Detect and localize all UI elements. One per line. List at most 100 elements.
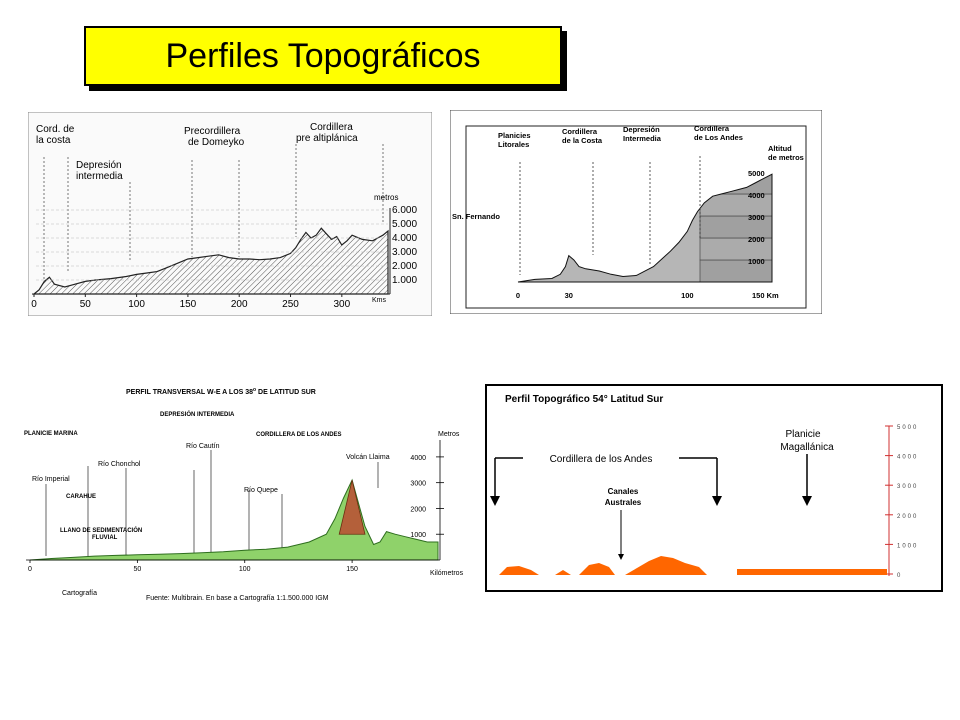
label-volcan: Volcán Llaima xyxy=(346,454,390,461)
label-metros: metros xyxy=(374,193,398,202)
x-tick-label: 150 xyxy=(180,299,197,310)
label-san-fernando: Sn. Fernando xyxy=(452,212,500,221)
x-tick-label: 0 xyxy=(516,291,520,300)
label-cord-costa-2: de la Costa xyxy=(562,136,603,145)
label-planicie: PLANICIE MARINA xyxy=(24,431,78,437)
profile-area xyxy=(517,173,773,283)
y-tick-label: 0 xyxy=(897,573,902,579)
marker-lines xyxy=(45,450,379,556)
label-rio-chanchol: Río Chonchol xyxy=(98,461,141,468)
y-tick-label: 3000 xyxy=(410,481,426,488)
y-tick-label: 5000 xyxy=(897,425,918,431)
label-cord-andes-1: Cordillera xyxy=(694,124,730,133)
profile-chart-2: Planicies Litorales Cordillera de la Cos… xyxy=(450,110,822,314)
x-tick-label: 250 xyxy=(282,299,299,310)
panel-title: Perfil Topográfico 54° Latitud Sur xyxy=(505,394,663,405)
label-planicies-2: Litorales xyxy=(498,140,529,149)
profile-chart-3: PERFIL TRANSVERSAL W-E A LOS 38o DE LATI… xyxy=(20,378,472,606)
label-cordillera: Cordillera de los Andes xyxy=(550,454,653,465)
left-arrowhead xyxy=(490,496,500,506)
profile-panel-san-fernando: Planicies Litorales Cordillera de la Cos… xyxy=(450,110,822,314)
profile-chart-4: Perfil Topográfico 54° Latitud Sur 5000 4… xyxy=(485,384,943,592)
label-planicie-2: Magallánica xyxy=(780,442,834,453)
label-cordillera: CORDILLERA DE LOS ANDES xyxy=(256,432,342,438)
x-tick-label: 150 xyxy=(346,566,358,573)
y-tick-label: 4000 xyxy=(410,455,426,462)
y-tick-labels: 4000 3000 2000 1000 xyxy=(410,455,444,539)
page-title: Perfiles Topográficos xyxy=(165,36,481,75)
y-tick-labels: 5000 4000 3000 2000 1000 0 xyxy=(885,425,918,579)
y-tick-label: 1.000 xyxy=(392,275,417,286)
dashed-guides xyxy=(43,144,384,280)
profile-area xyxy=(29,478,439,561)
right-arrowhead xyxy=(712,496,722,506)
label-planicie-1: Planicie xyxy=(785,429,820,440)
x-tick-label: 30 xyxy=(565,291,573,300)
planicie-arrowhead xyxy=(802,496,812,506)
label-cord-costa-1: Cord. de xyxy=(36,124,75,135)
y-tick-label: 1000 xyxy=(748,257,765,266)
label-cartografia: Cartografía xyxy=(62,590,97,597)
label-depresion: DEPRESIÓN INTERMEDIA xyxy=(160,410,235,418)
x-tick-label: 100 xyxy=(128,299,145,310)
y-tick-label: 1000 xyxy=(410,532,426,539)
x-tick-label: 100 xyxy=(681,291,694,300)
profile-panel-38-sur: PERFIL TRANSVERSAL W-E A LOS 38o DE LATI… xyxy=(20,378,472,606)
label-cordillera-2: pre altiplánica xyxy=(296,133,358,144)
label-canales-2: Australes xyxy=(605,498,642,507)
label-altitud-2: de metros xyxy=(768,153,804,162)
x-tick-label: 200 xyxy=(231,299,248,310)
label-cord-costa-2: la costa xyxy=(36,135,71,146)
y-tick-label: 3000 xyxy=(748,213,765,222)
profile-panel-cordilleras-norte: Cord. de la costa Depresión intermedia P… xyxy=(28,112,432,316)
y-tick-label: 5000 xyxy=(748,169,765,178)
label-fuente: Fuente: Multibrain. En base a Cartografí… xyxy=(146,595,329,602)
y-tick-label: 1000 xyxy=(897,543,918,549)
x-tick-labels: 0 50 100 150 xyxy=(28,560,358,573)
label-depresion-2: intermedia xyxy=(76,171,123,182)
x-tick-label: 0 xyxy=(28,566,32,573)
label-title-main: PERFIL TRANSVERSAL W-E A LOS 38o DE LATI… xyxy=(126,387,316,396)
y-tick-labels: 5000 4000 3000 2000 1000 xyxy=(748,169,765,266)
label-depresion-1: Depresión xyxy=(76,160,122,171)
y-tick-label: 4.000 xyxy=(392,233,417,244)
x-tick-label: 300 xyxy=(333,299,350,310)
y-tick-label: 2.000 xyxy=(392,261,417,272)
profile-area xyxy=(32,227,389,295)
label-cordillera-1: Cordillera xyxy=(310,122,353,133)
y-tick-label: 6.000 xyxy=(392,205,417,216)
label-km: 150 Km xyxy=(752,291,779,300)
label-llano-1: LLANO DE SEDIMENTACIÓN xyxy=(60,526,142,534)
y-tick-label: 2000 xyxy=(897,514,918,520)
label-rio-imperial: Río Imperial xyxy=(32,476,70,483)
x-tick-label: 50 xyxy=(80,299,92,310)
x-tick-label: 100 xyxy=(239,566,251,573)
dashed-guides xyxy=(519,156,701,275)
y-tick-label: 2000 xyxy=(410,506,426,513)
label-cord-costa-1: Cordillera xyxy=(562,127,598,136)
label-altitud-1: Altitud xyxy=(768,144,792,153)
profile-area xyxy=(499,556,887,575)
label-depresion-1: Depresión xyxy=(623,125,660,134)
y-tick-label: 4000 xyxy=(748,191,765,200)
label-depresion-2: Intermedia xyxy=(623,134,662,143)
y-tick-label: 4000 xyxy=(897,455,918,461)
y-tick-labels: 6.000 5.000 4.000 3.000 2.000 1.000 xyxy=(392,205,417,286)
volcano-layer xyxy=(338,479,366,535)
label-cord-andes-2: de Los Andes xyxy=(694,133,743,142)
y-tick-label: 2000 xyxy=(748,235,765,244)
label-kms: Kms xyxy=(372,297,387,304)
label-kilometros: Kilómetros xyxy=(430,570,464,577)
y-tick-label: 5.000 xyxy=(392,219,417,230)
label-metros: Metros xyxy=(438,431,460,438)
label-llano-2: FLUVIAL xyxy=(92,535,118,541)
canales-arrowhead xyxy=(618,554,624,560)
x-tick-labels: 0 30 100 xyxy=(516,291,694,300)
label-carahue: CARAHUE xyxy=(66,494,96,500)
profile-chart-1: Cord. de la costa Depresión intermedia P… xyxy=(28,112,432,316)
profile-panel-54-sur: Perfil Topográfico 54° Latitud Sur 5000 4… xyxy=(485,384,943,592)
label-precord-2: de Domeyko xyxy=(188,137,245,148)
label-rio-quepe: Río Quepe xyxy=(244,487,278,494)
label-canales-1: Canales xyxy=(608,487,639,496)
x-tick-label: 0 xyxy=(31,299,37,310)
